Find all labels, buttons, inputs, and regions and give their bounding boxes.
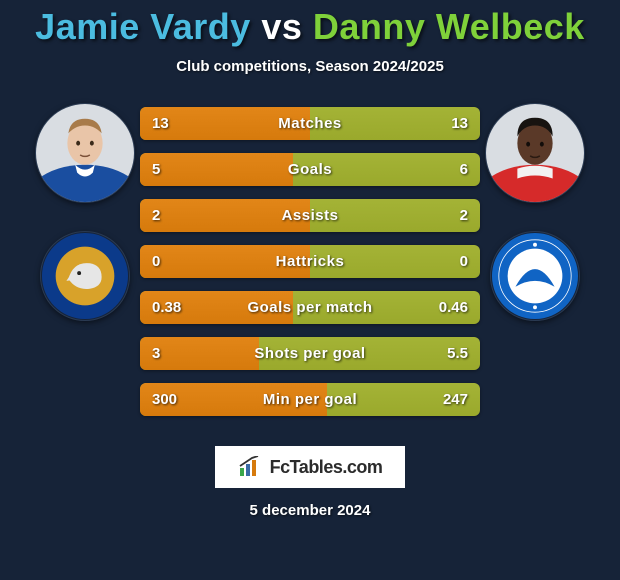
- comparison-title: Jamie Vardy vs Danny Welbeck: [0, 0, 620, 48]
- stat-left-value: 2: [152, 207, 200, 224]
- player-left-avatar: [35, 103, 135, 203]
- left-column: [30, 103, 140, 321]
- stats-bars: 13Matches13 5Goals6 2Assists2 0Hattricks0 0.…: [140, 103, 480, 416]
- stat-left-value: 13: [152, 115, 200, 132]
- stat-label: Min per goal: [200, 391, 420, 408]
- stat-row: 300Min per goal247: [140, 383, 480, 416]
- stat-label: Hattricks: [200, 253, 420, 270]
- stat-right-value: 5.5: [420, 345, 468, 362]
- stat-label: Assists: [200, 207, 420, 224]
- stat-row: 3Shots per goal5.5: [140, 337, 480, 370]
- stat-row: 0Hattricks0: [140, 245, 480, 278]
- stat-row: 13Matches13: [140, 107, 480, 140]
- stat-label: Shots per goal: [200, 345, 420, 362]
- stat-left-value: 0.38: [152, 299, 200, 316]
- stat-left-value: 300: [152, 391, 200, 408]
- stat-right-value: 0.46: [420, 299, 468, 316]
- stat-label: Goals per match: [200, 299, 420, 316]
- stat-right-value: 13: [420, 115, 468, 132]
- stat-row: 5Goals6: [140, 153, 480, 186]
- date-label: 5 december 2024: [0, 502, 620, 519]
- main-row: 13Matches13 5Goals6 2Assists2 0Hattricks0 0.…: [0, 103, 620, 416]
- brand-text: FcTables.com: [270, 457, 383, 478]
- stat-label: Matches: [200, 115, 420, 132]
- footer-logo: FcTables.com: [215, 446, 405, 488]
- stat-left-value: 3: [152, 345, 200, 362]
- stat-right-value: 247: [420, 391, 468, 408]
- subtitle: Club competitions, Season 2024/2025: [0, 58, 620, 75]
- club-right-badge: [490, 231, 580, 321]
- stat-right-value: 6: [420, 161, 468, 178]
- club-left-badge: [40, 231, 130, 321]
- stat-row: 0.38Goals per match0.46: [140, 291, 480, 324]
- stat-left-value: 5: [152, 161, 200, 178]
- player-right-avatar: [485, 103, 585, 203]
- right-column: [480, 103, 590, 321]
- stat-label: Goals: [200, 161, 420, 178]
- stat-right-value: 0: [420, 253, 468, 270]
- stat-row: 2Assists2: [140, 199, 480, 232]
- stat-right-value: 2: [420, 207, 468, 224]
- stat-left-value: 0: [152, 253, 200, 270]
- brand-chart-icon: [238, 456, 264, 478]
